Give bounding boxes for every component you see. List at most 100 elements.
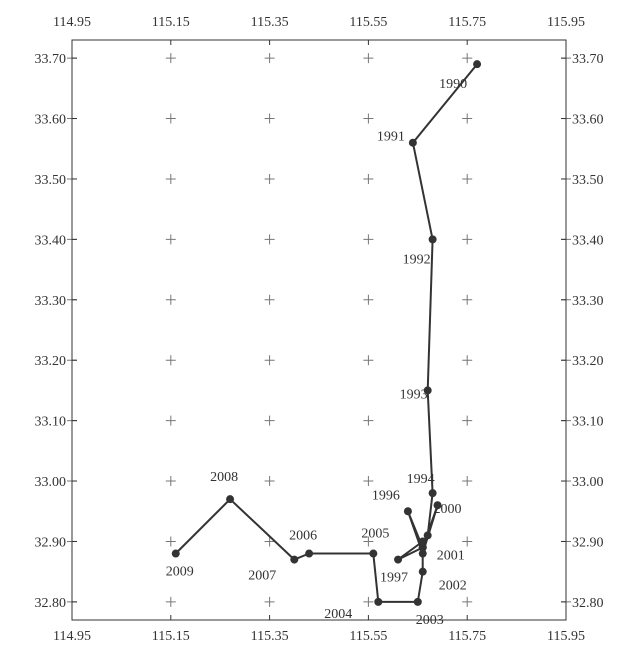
data-point [403,507,412,516]
year-label: 1993 [400,387,428,402]
grid-cross [363,596,374,607]
data-point [428,235,437,244]
axis-layer: 114.95 114.95 115.15 115.15 115.35 115.35 115.… [35,15,604,644]
y-tick-label-right: 33.60 [572,113,604,128]
y-tick-label-right: 33.20 [572,354,604,369]
grid-cross [264,355,275,366]
year-label: 2007 [248,569,276,584]
grid-cross [462,294,473,305]
x-tick-label-top: 114.95 [53,15,91,30]
data-point [433,501,442,510]
x-tick-label-bottom: 115.55 [349,629,387,644]
year-label: 1994 [407,472,435,487]
year-label: 1997 [380,571,408,586]
x-tick-label-bottom: 114.95 [53,629,91,644]
data-point [418,537,427,546]
y-tick-label-right: 33.00 [572,475,604,490]
data-point [418,543,427,552]
grid-cross [165,113,176,124]
grid-cross [165,536,176,547]
grid-cross [462,476,473,487]
grid-cross [462,234,473,245]
year-label: 2005 [361,527,389,542]
year-label: 2003 [416,613,444,628]
grid-cross [165,234,176,245]
y-tick-label-right: 32.80 [572,596,604,611]
y-tick-label-right: 32.90 [572,535,604,550]
grid-cross [264,596,275,607]
grid-cross [462,536,473,547]
grid-cross [363,355,374,366]
data-point [369,549,378,558]
grid-cross [264,476,275,487]
y-tick-label-left: 33.70 [35,52,67,67]
year-label: 1990 [439,77,467,92]
grid-layer [67,53,571,607]
data-point [171,549,180,558]
year-label: 2006 [289,529,317,544]
grid-cross [264,536,275,547]
grid-cross [363,294,374,305]
data-point [428,489,437,498]
grid-cross [165,173,176,184]
grid-cross [462,173,473,184]
trajectory-line [174,63,478,603]
grid-cross [264,415,275,426]
data-point [408,138,417,147]
x-tick-label-bottom: 115.75 [448,629,486,644]
grid-cross [462,355,473,366]
grid-cross [165,355,176,366]
data-point [423,531,432,540]
data-point [290,555,299,564]
year-label: 2000 [434,502,462,517]
grid-cross [462,113,473,124]
x-tick-label-top: 115.55 [349,15,387,30]
y-tick-label-left: 33.40 [35,233,67,248]
year-label: 1992 [403,252,431,267]
y-tick-label-right: 33.40 [572,233,604,248]
grid-cross [264,173,275,184]
y-tick-label-left: 33.20 [35,354,67,369]
plot-frame [71,39,567,621]
y-tick-label-left: 32.90 [35,535,67,550]
grid-cross [363,113,374,124]
data-point [473,60,482,69]
data-point [418,549,427,558]
year-label: 2001 [437,549,465,564]
x-tick-label-top: 115.35 [251,15,289,30]
year-label: 2002 [439,579,467,594]
y-tick-label-left: 33.50 [35,173,67,188]
y-tick-label-right: 33.10 [572,415,604,430]
grid-cross [165,53,176,64]
grid-cross [165,596,176,607]
x-tick-label-top: 115.15 [152,15,190,30]
grid-cross [165,415,176,426]
y-tick-label-left: 32.80 [35,596,67,611]
y-tick-label-right: 33.50 [572,173,604,188]
data-point [413,597,422,606]
year-label: 2004 [324,607,352,622]
y-tick-label-left: 33.60 [35,113,67,128]
label-layer: 1990 1991 1992 1993 1994 1996 2000 2001 1997 2002… [166,77,467,628]
data-point [418,567,427,576]
x-tick-label-top: 115.75 [448,15,486,30]
grid-cross [264,294,275,305]
data-point [374,597,383,606]
grid-cross [264,53,275,64]
y-tick-label-right: 33.30 [572,294,604,309]
grid-cross [363,415,374,426]
series-layer [171,60,482,606]
data-point [226,495,235,504]
x-tick-label-bottom: 115.15 [152,629,190,644]
data-point [394,555,403,564]
x-tick-label-bottom: 115.95 [547,629,585,644]
year-label: 1991 [377,130,405,145]
grid-cross [462,415,473,426]
year-label: 2008 [210,470,238,485]
grid-cross [363,173,374,184]
grid-cross [462,53,473,64]
grid-cross [165,294,176,305]
grid-cross [462,596,473,607]
x-tick-label-bottom: 115.35 [251,629,289,644]
